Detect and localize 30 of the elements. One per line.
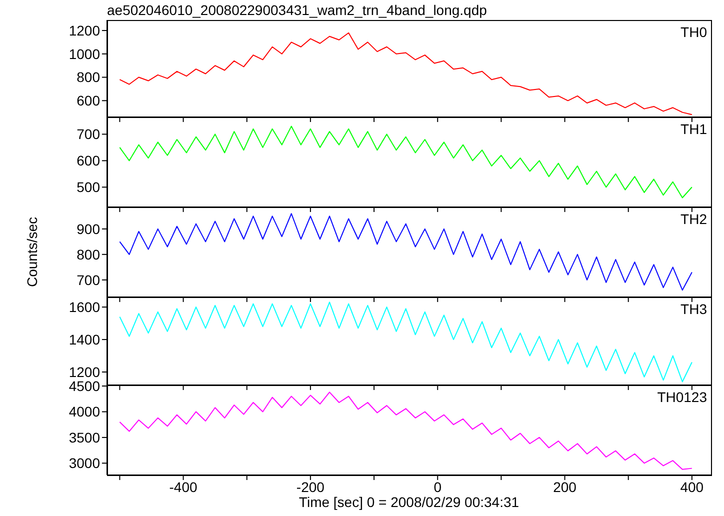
y-tick-label: 500 (76, 179, 100, 196)
y-tick-label: 3500 (68, 429, 100, 446)
x-tick-label: 200 (553, 478, 577, 495)
y-tick-label: 800 (76, 246, 100, 262)
y-tick-label: 1000 (68, 46, 100, 62)
text: TH0 (680, 24, 707, 40)
text: TH0123 (657, 389, 707, 405)
y-tick-label: 3000 (68, 455, 100, 472)
x-tick-label: 0 (434, 478, 442, 495)
y-tick-label: 4000 (68, 404, 100, 420)
y-tick-label: 700 (76, 126, 100, 142)
chart-title: ae502046010_20080229003431_wam2_trn_4band_long.qdp (107, 2, 487, 18)
y-tick-label: 4500 (68, 378, 100, 394)
x-axis-title: Time [sec] 0 = 2008/02/29 00:34:31 (298, 494, 520, 510)
text: TH3 (680, 301, 707, 317)
y-tick-label: 1400 (68, 332, 100, 348)
y-tick-label: 1200 (68, 22, 100, 38)
x-tick-label: -400 (169, 478, 198, 495)
text: TH2 (680, 211, 707, 227)
y-tick-label: 600 (76, 92, 100, 109)
x-tick-label: -200 (296, 478, 325, 495)
y-tick-label: 900 (76, 220, 100, 237)
y-tick-label: 600 (76, 152, 100, 169)
y-tick-label: 700 (76, 272, 100, 288)
y-tick-label: 1200 (68, 364, 100, 380)
x-tick-label: 400 (680, 478, 704, 495)
y-tick-label: 800 (76, 69, 100, 86)
y-axis-title: Counts/sec (24, 216, 40, 288)
text: TH1 (680, 121, 707, 137)
y-tick-label: 1600 (68, 299, 100, 316)
